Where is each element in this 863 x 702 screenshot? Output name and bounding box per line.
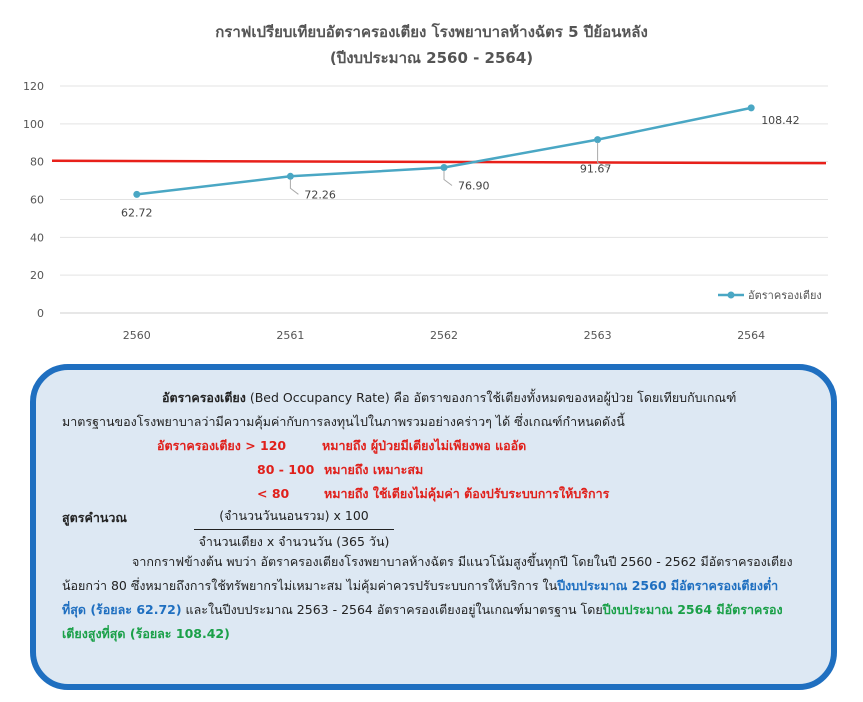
legend-marker [727, 291, 735, 299]
formula-label: สูตรคำนวณ [62, 510, 128, 525]
data-label: 76.90 [458, 180, 490, 193]
x-tick-label: 2562 [430, 329, 458, 342]
chart-title: กราฟเปรียบเทียบอัตราครองเตียง โรงพยาบาลห… [215, 23, 648, 41]
summary-3b: และในปีงบประมาณ 2563 - 2564 อัตราครองเตี… [181, 602, 603, 617]
criteria-row-1: อัตราครองเตียง > 120 หมายถึง ผู้ป่วยมีเต… [62, 434, 812, 458]
data-label: 108.42 [761, 114, 800, 127]
data-label: 91.67 [580, 163, 612, 176]
leader-line [289, 179, 299, 195]
y-tick-label: 80 [30, 156, 44, 169]
data-point [594, 136, 602, 144]
y-tick-label: 0 [37, 307, 44, 320]
data-point [133, 190, 141, 198]
criteria-meaning-1: หมายถึง ผู้ป่วยมีเตียงไม่เพียงพอ แออัด [322, 438, 527, 453]
summary-3a: ที่สุด (ร้อยละ 62.72) [62, 602, 182, 617]
x-tick-label: 2561 [276, 329, 304, 342]
line-chart: 0 20 40 60 80 100 120 2560 2561 2562 2563 2564 62.7… [23, 80, 828, 342]
summary-line-4: เตียงสูงที่สุด (ร้อยละ 108.42) [62, 622, 812, 646]
leader-line [443, 170, 453, 186]
data-point [286, 172, 294, 180]
chart-subtitle: (ปีงบประมาณ 2560 - 2564) [329, 49, 534, 67]
summary-4: เตียงสูงที่สุด (ร้อยละ 108.42) [62, 626, 230, 641]
formula-numerator: (จำนวนวันนอนรวม) x 100 [194, 504, 394, 530]
data-label: 62.72 [121, 206, 153, 219]
y-tick-label: 60 [30, 194, 44, 207]
summary-line-3: ที่สุด (ร้อยละ 62.72) และในปีงบประมาณ 25… [62, 598, 812, 622]
y-tick-label: 120 [23, 80, 44, 93]
summary-2b: ปีงบประมาณ 2560 มีอัตราครองเตียงต่ำ [557, 578, 779, 593]
y-tick-label: 40 [30, 231, 44, 244]
data-label: 72.26 [304, 188, 336, 201]
criteria-range-2: 80 - 100 [257, 462, 315, 477]
criteria-row-3: < 80 หมายถึง ใช้เตียงไม่คุ้มค่า ต้องปรับ… [62, 482, 812, 506]
legend-label: อัตราครองเตียง [748, 289, 822, 302]
x-tick-label: 2563 [584, 329, 612, 342]
criteria-row-2: 80 - 100 หมายถึง เหมาะสม [62, 458, 812, 482]
criteria-range-1: อัตราครองเตียง > 120 [157, 438, 287, 453]
reference-line [51, 159, 827, 165]
x-tick-label: 2564 [737, 329, 765, 342]
info-box: อัตราครองเตียง (Bed Occupancy Rate) คือ … [30, 364, 837, 690]
formula-denominator: จำนวนเตียง x จำนวนวัน (365 วัน) [198, 534, 390, 549]
data-point [440, 164, 448, 172]
summary-3c: ปีงบประมาณ 2564 มีอัตราครอง [602, 602, 783, 617]
summary-line-2: น้อยกว่า 80 ซึ่งหมายถึงการใช้ทรัพยากรไม่… [62, 574, 812, 598]
y-tick-label: 100 [23, 118, 44, 131]
formula: สูตรคำนวณ (จำนวนวันนอนรวม) x 100 จำนวนเต… [62, 506, 812, 550]
definition-term: อัตราครองเตียง [162, 390, 246, 405]
summary-2a: น้อยกว่า 80 ซึ่งหมายถึงการใช้ทรัพยากรไม่… [62, 578, 558, 593]
data-point [747, 104, 755, 112]
series-line [136, 106, 752, 196]
definition-text-2: มาตรฐานของโรงพยาบาลว่ามีความคุ้มค่ากับกา… [62, 414, 625, 429]
summary-line-1: จากกราฟข้างต้น พบว่า อัตราครองเตียงโรงพย… [132, 554, 793, 569]
definition-text: (Bed Occupancy Rate) คือ อัตราของการใช้เ… [245, 390, 737, 405]
x-tick-label: 2560 [123, 329, 151, 342]
leader-line [597, 142, 610, 170]
criteria-range-3: < 80 [257, 486, 290, 501]
criteria-meaning-3: หมายถึง ใช้เตียงไม่คุ้มค่า ต้องปรับระบบก… [324, 486, 610, 501]
criteria-meaning-2: หมายถึง เหมาะสม [324, 462, 424, 477]
y-tick-label: 20 [30, 269, 44, 282]
